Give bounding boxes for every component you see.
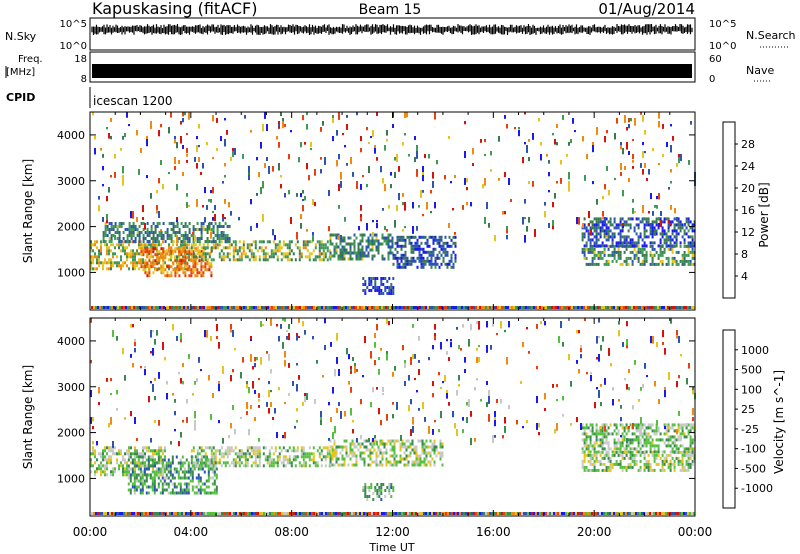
power-ytick-label: 3000 [57, 175, 85, 188]
power-region-7 [581, 244, 696, 266]
time-tick-label: 20:00 [577, 525, 612, 539]
velocity-colorbar-label: Velocity [m s^-1] [772, 370, 786, 474]
time-tick-label: 00:00 [73, 525, 108, 539]
nsky-panel [89, 17, 696, 51]
power-heatmap [90, 112, 696, 309]
time-tick-label: 12:00 [375, 525, 410, 539]
velocity-heatmap [90, 318, 696, 515]
time-axis-label: Time UT [368, 541, 414, 554]
station-title: Kapuskasing (fitACF) [92, 0, 257, 18]
freq-tick-top: 18 [74, 54, 87, 65]
power-region-3 [102, 222, 231, 243]
power-colorbar-tick-label: 12 [741, 226, 755, 239]
cpid-value: icescan 1200 [93, 94, 172, 108]
velocity-ytick-label: 4000 [57, 335, 85, 348]
nsearch-tick-bottom: 10^0 [709, 41, 736, 52]
velocity-colorbar-tick-label: 500 [741, 364, 762, 377]
velocity-colorbar-tick-label: 1000 [741, 344, 769, 357]
nsky-tick-top: 10^5 [60, 19, 87, 30]
nsky-trace [91, 24, 693, 35]
nsearch-label: N.Search [746, 29, 796, 42]
power-colorbar-tick-label: 24 [741, 160, 755, 173]
nave-tick-bottom: 0 [709, 74, 715, 85]
time-tick-label: 08:00 [274, 525, 309, 539]
power-colorbar-tick-label: 8 [741, 248, 748, 261]
velocity-colorbar-tick-label: -100 [741, 443, 766, 456]
freq-panel [89, 51, 696, 83]
velocity-colorbar-tick-label: -1000 [741, 482, 773, 495]
power-colorbar-tick-label: 28 [741, 138, 755, 151]
beam-title: Beam 15 [359, 2, 422, 18]
freq-unit-label: [MHz] [6, 67, 35, 78]
power-region-2 [190, 240, 331, 262]
velocity-region-6 [581, 423, 696, 454]
power-ytick-label: 4000 [57, 129, 85, 142]
velocity-region-7 [90, 318, 696, 449]
nave-tick-top: 60 [709, 54, 722, 65]
power-colorbar-tick-label: 4 [741, 270, 748, 283]
velocity-ytick-label: 3000 [57, 381, 85, 394]
velocity-colorbar: 1000 500 100 25 -25 -100 -500 -1000 [722, 329, 773, 509]
velocity-region-1 [127, 455, 218, 495]
date-title: 01/Aug/2014 [598, 0, 695, 18]
freq-label: Freq. [18, 54, 43, 65]
velocity-colorbar-tick-label: -500 [741, 462, 766, 475]
freq-tick-bottom: 8 [81, 74, 87, 85]
velocity-colorbar-tick-label: 25 [741, 403, 755, 416]
power-ytick-label: 2000 [57, 221, 85, 234]
velocity-region-5 [581, 450, 696, 472]
time-tick-labels: 00:00 04:00 08:00 12:00 16:00 20:00 00:00 [73, 525, 713, 539]
power-region-4 [329, 233, 394, 261]
velocity-ytick-label: 2000 [57, 427, 85, 440]
nsky-tick-bottom: 10^0 [60, 41, 87, 52]
power-colorbar-label: Power [dB] [757, 182, 771, 247]
nave-label: Nave [746, 64, 774, 77]
power-region-5 [392, 235, 457, 269]
velocity-axes: 1000 2000 3000 4000 [57, 318, 696, 516]
power-axes: 1000 2000 3000 4000 [57, 112, 696, 310]
velocity-colorbar-tick-label: -25 [741, 423, 759, 436]
power-region-6 [362, 277, 395, 295]
velocity-colorbar-tick-label: 100 [741, 383, 762, 396]
cpid-label: CPID [6, 91, 35, 104]
power-region-9 [92, 112, 696, 243]
velocity-ylabel: Slant Range [km] [21, 365, 35, 469]
time-tick-label: 04:00 [174, 525, 209, 539]
power-colorbar-tick-label: 20 [741, 182, 755, 195]
velocity-region-3 [329, 439, 444, 467]
velocity-colorbar-frame [722, 329, 736, 509]
power-region-8 [581, 217, 696, 248]
power-colorbar: 4 8 12 16 20 24 28 [722, 121, 755, 299]
power-colorbar-frame [722, 121, 736, 299]
velocity-ytick-label: 1000 [57, 472, 85, 485]
velocity-ground-line [91, 512, 695, 515]
velocity-region-4 [362, 483, 395, 501]
velocity-region-2 [190, 446, 331, 468]
power-ytick-label: 1000 [57, 266, 85, 279]
freq-trace [92, 64, 692, 78]
time-tick-label: 16:00 [476, 525, 511, 539]
power-colorbar-tick-label: 16 [741, 204, 755, 217]
time-tick-label: 00:00 [678, 525, 713, 539]
power-ylabel: Slant Range [km] [21, 159, 35, 263]
nsky-label: N.Sky [5, 30, 37, 43]
nsearch-tick-top: 10^5 [709, 19, 736, 30]
